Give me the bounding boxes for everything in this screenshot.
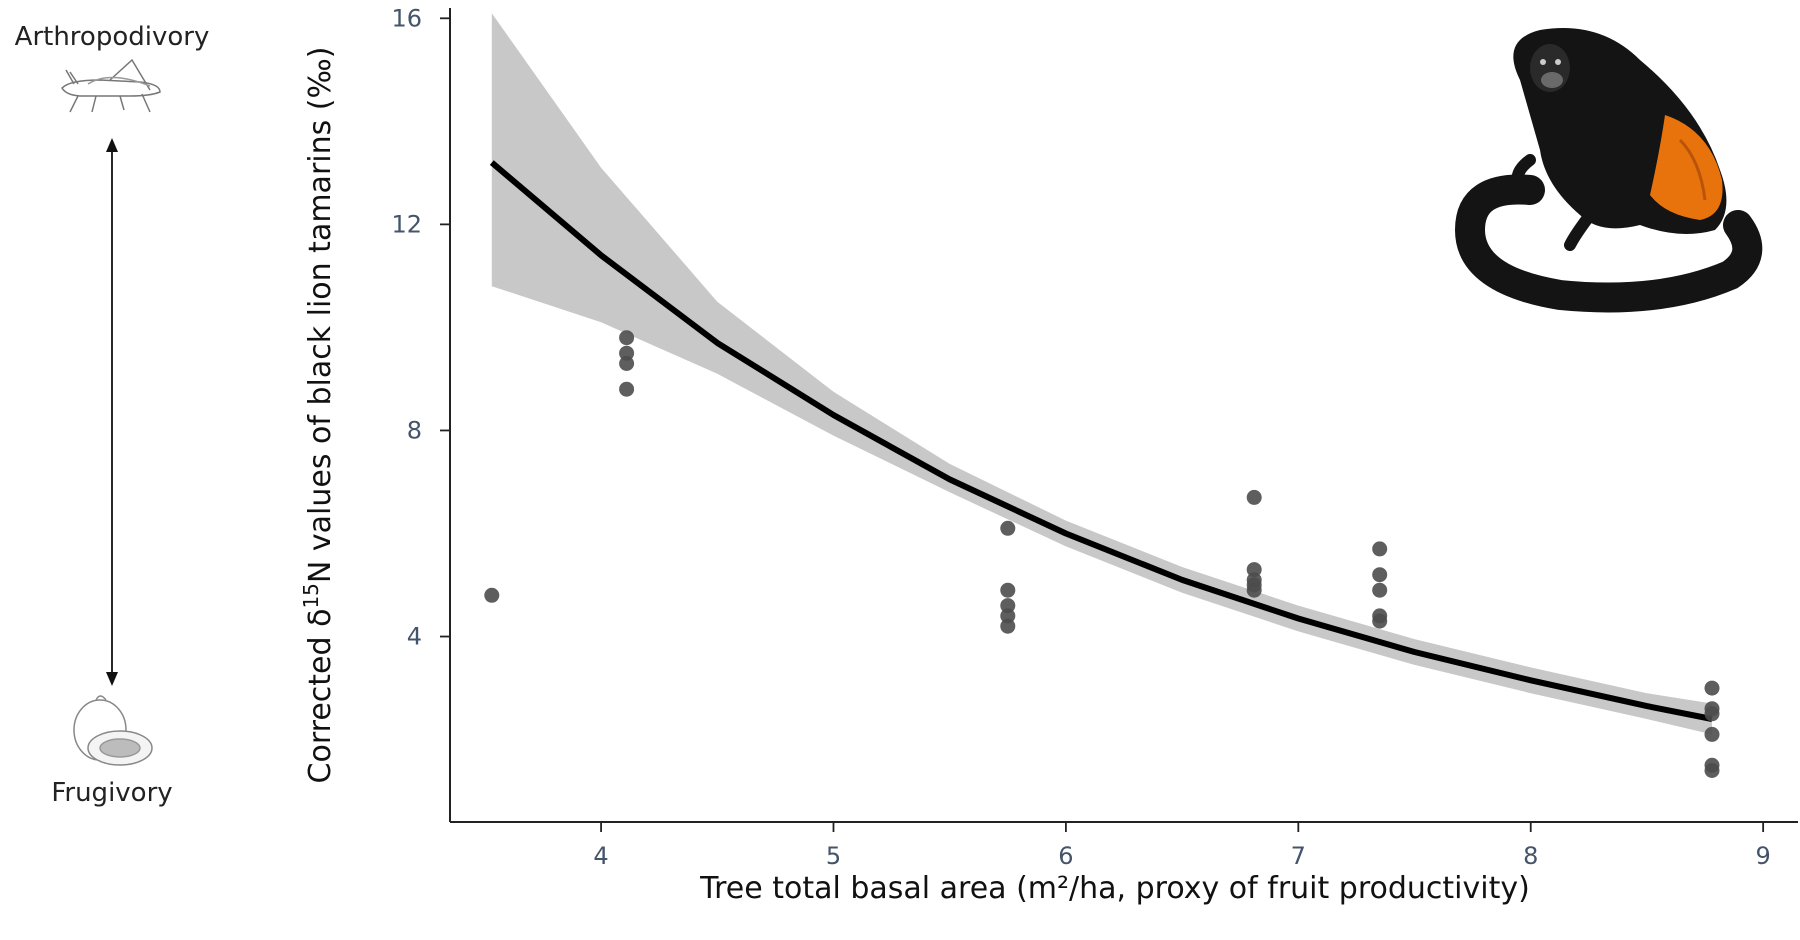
data-point (1246, 562, 1262, 578)
data-point (1000, 582, 1016, 598)
frugivory-label: Frugivory (51, 778, 172, 808)
fit-line-layer (489, 160, 1713, 722)
papaya-icon (73, 695, 153, 766)
data-point (484, 587, 500, 603)
data-point (1372, 582, 1388, 598)
data-point (1704, 706, 1720, 722)
x-ticks: 4 5 6 7 8 9 (593, 822, 1771, 870)
black-lion-tamarin-illustration (1454, 28, 1763, 313)
y-tick-label: 16 (391, 4, 422, 32)
data-point (1000, 608, 1016, 624)
grasshopper-icon (61, 58, 161, 113)
data-point (619, 345, 635, 361)
data-point (1000, 520, 1016, 536)
y-tick-label: 8 (407, 416, 422, 444)
arthropodivory-label: Arthropodivory (15, 22, 210, 52)
data-point (619, 381, 635, 397)
x-tick-label: 8 (1523, 842, 1538, 870)
data-point (1372, 567, 1388, 583)
y-axis-title: Corrected δ15N values of black lion tama… (299, 47, 338, 784)
x-tick-label: 5 (826, 842, 841, 870)
confidence-band (491, 13, 1712, 735)
x-tick-label: 4 (593, 842, 608, 870)
diet-arrow-down-head (106, 672, 118, 686)
data-point (1246, 582, 1262, 598)
data-point (1000, 618, 1016, 634)
x-tick-label: 9 (1755, 842, 1770, 870)
data-point (1704, 680, 1720, 696)
y-ticks: 4 8 12 16 (391, 4, 450, 651)
x-axis-title: Tree total basal area (m²/ha, proxy of f… (699, 871, 1530, 906)
data-point (1704, 726, 1720, 742)
data-point (1372, 541, 1388, 557)
fit-line (489, 160, 1713, 722)
confidence-band-layer (491, 13, 1712, 735)
x-tick-label: 6 (1058, 842, 1073, 870)
x-tick-label: 7 (1291, 842, 1306, 870)
data-point (619, 356, 635, 371)
data-point (619, 330, 635, 346)
data-point (1704, 763, 1720, 778)
y-tick-label: 12 (391, 210, 422, 238)
data-points-layer (484, 330, 1720, 778)
data-point (1246, 489, 1262, 505)
data-point (1372, 613, 1388, 629)
diet-arrow-up-head (106, 138, 118, 152)
data-point (1000, 598, 1016, 614)
y-tick-label: 4 (407, 623, 422, 651)
